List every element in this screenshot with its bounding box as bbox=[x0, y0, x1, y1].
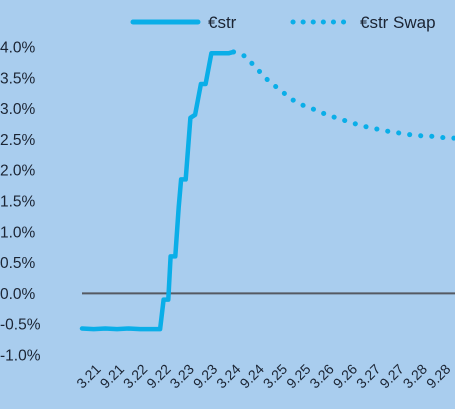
series-line-estr-swap bbox=[231, 49, 455, 141]
y-tick-label: -1.0% bbox=[0, 348, 41, 365]
y-tick-label: 4.0% bbox=[0, 40, 36, 57]
y-tick-label: 0.0% bbox=[0, 286, 36, 303]
y-tick-label: 3.5% bbox=[0, 70, 36, 87]
y-tick-label: 3.0% bbox=[0, 101, 36, 118]
x-axis: 3.219.213.229.223.239.233.249.243.259.25… bbox=[73, 361, 453, 392]
legend-label-estr-swap: €str Swap bbox=[360, 13, 436, 32]
y-axis: 4.0% 3.5% 3.0% 2.5% 2.0% 1.5% 1.0% 0.5% 0.0% -0.5… bbox=[0, 40, 41, 365]
y-tick-label: 2.0% bbox=[0, 163, 36, 180]
y-tick-label: -0.5% bbox=[0, 317, 41, 334]
y-tick-label: 0.5% bbox=[0, 255, 36, 272]
y-tick-label: 2.5% bbox=[0, 132, 36, 149]
x-tick-label: 9.28 bbox=[423, 361, 454, 392]
y-tick-label: 1.0% bbox=[0, 224, 36, 241]
legend-label-estr: €str bbox=[208, 13, 237, 32]
y-tick-label: 1.5% bbox=[0, 194, 36, 211]
legend: €str €str Swap bbox=[130, 13, 436, 32]
series-layer bbox=[79, 49, 455, 332]
series-line-estr bbox=[79, 49, 236, 332]
